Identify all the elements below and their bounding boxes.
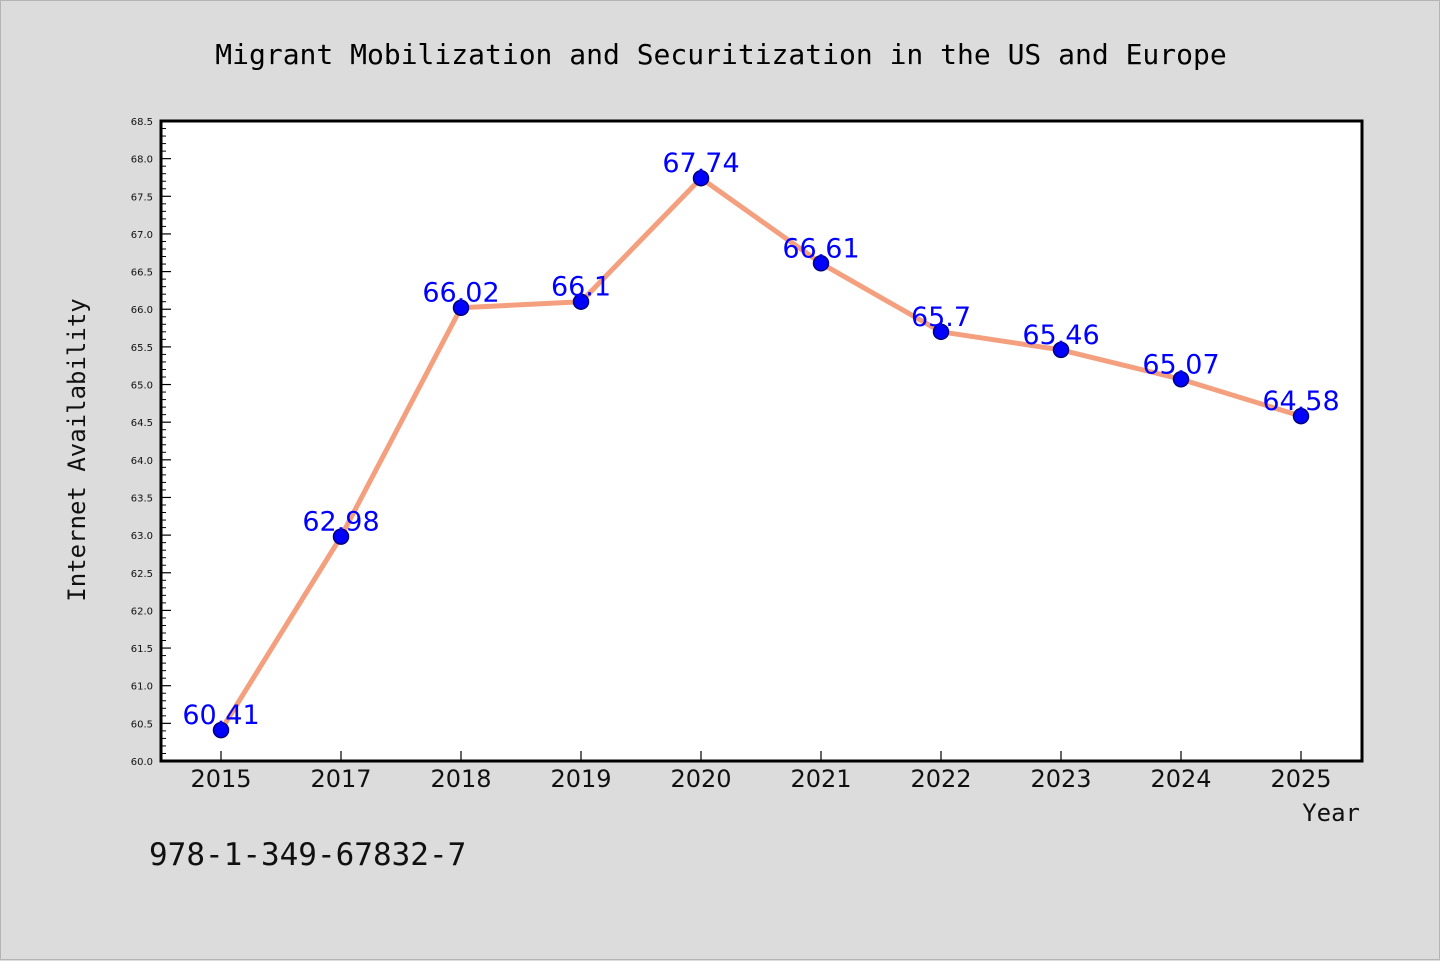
- y-tick-label: 68.0: [131, 155, 153, 166]
- y-tick-label: 62.0: [131, 606, 153, 617]
- x-tick-label: 2024: [1150, 765, 1211, 793]
- plot-frame: [159, 119, 1364, 763]
- isbn-text: 978-1-349-67832-7: [149, 837, 466, 873]
- x-tick-label: 2020: [670, 765, 731, 793]
- data-label: 66.02: [422, 278, 499, 309]
- data-label: 66.61: [782, 233, 859, 264]
- series-line-group: [212, 169, 1310, 739]
- plot-area: [161, 121, 1362, 761]
- chart-title: Migrant Mobilization and Securitization …: [215, 38, 1226, 71]
- x-tick-label: 2017: [310, 765, 371, 793]
- y-tick-label: 62.5: [131, 569, 153, 580]
- data-label: 65.07: [1142, 349, 1219, 380]
- data-label: 64.58: [1262, 386, 1339, 417]
- data-point: [332, 528, 350, 545]
- y-tick-label: 61.5: [131, 644, 153, 655]
- data-point: [212, 721, 230, 739]
- x-tick-label: 2021: [790, 765, 851, 793]
- data-point: [1052, 341, 1070, 359]
- x-tick-label: 2023: [1030, 765, 1091, 793]
- y-tick-label: 61.0: [131, 682, 153, 693]
- y-axis-label: Internet Availability: [63, 298, 91, 601]
- x-axis: 2015 2017 2018 2019 2020 2021 2022 2023 2024 2025: [190, 751, 1332, 793]
- y-tick-label: 63.5: [131, 493, 153, 504]
- y-tick-label: 66.5: [131, 268, 153, 279]
- y-tick-label: 65.5: [131, 343, 153, 354]
- data-point: [932, 323, 950, 341]
- data-label: 60.41: [182, 700, 259, 731]
- data-label: 62.98: [302, 507, 379, 538]
- x-tick-label: 2025: [1270, 765, 1331, 793]
- data-point: [812, 255, 830, 272]
- y-tick-label: 66.0: [131, 305, 153, 316]
- y-tick-label: 64.0: [131, 456, 153, 467]
- data-point: [692, 169, 710, 187]
- y-tick-label: 64.5: [131, 418, 153, 429]
- data-point: [1292, 407, 1310, 425]
- data-label: 65.7: [911, 302, 971, 333]
- data-point: [1172, 371, 1190, 388]
- x-axis-label: Year: [1302, 799, 1360, 827]
- data-point: [572, 293, 590, 310]
- series-line: [218, 175, 1304, 733]
- y-tick-label: 67.0: [131, 230, 153, 241]
- y-tick-label: 67.5: [131, 192, 153, 203]
- x-tick-label: 2018: [430, 765, 491, 793]
- data-label: 66.1: [551, 272, 611, 303]
- data-label: 67.74: [662, 148, 739, 179]
- data-labels: 60.41 62.98 66.02 66.1 67.74 66.61 65.7 65.46 65…: [182, 148, 1339, 731]
- y-tick-label: 60.0: [131, 757, 153, 768]
- y-tick-label: 68.5: [131, 117, 153, 128]
- y-tick-label: 63.0: [131, 531, 153, 542]
- data-label: 65.46: [1022, 320, 1099, 351]
- x-tick-label: 2019: [550, 765, 611, 793]
- data-point: [452, 299, 470, 316]
- y-tick-label: 65.0: [131, 381, 153, 392]
- x-tick-label: 2015: [190, 765, 251, 793]
- x-tick-label: 2022: [910, 765, 971, 793]
- y-tick-label: 60.5: [131, 719, 153, 730]
